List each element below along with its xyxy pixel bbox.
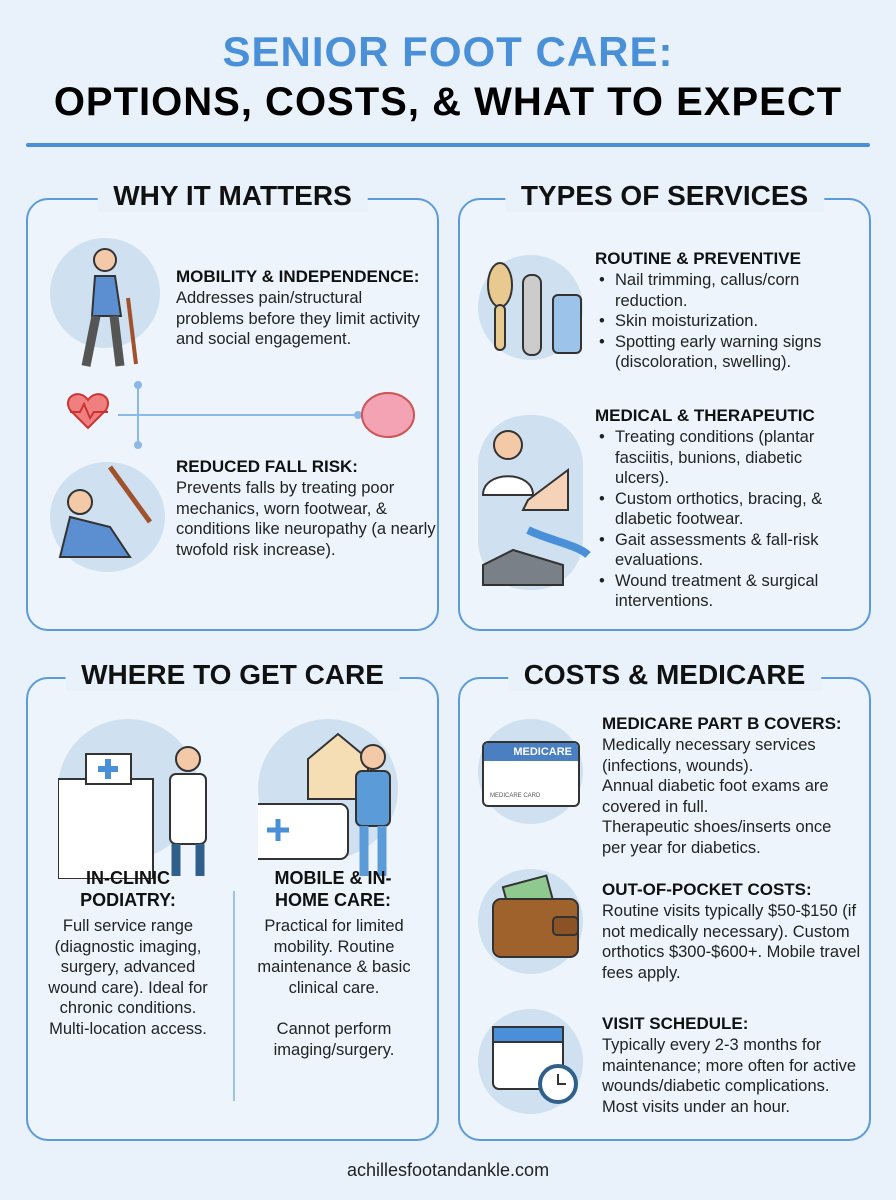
routine-item: Spotting early warning signs (discolorat… [595, 332, 845, 373]
schedule-heading: VISIT SCHEDULE: [602, 1014, 749, 1033]
why-panel: WHY IT MATTERS MOBILITY & INDEPENDENCE: … [26, 180, 439, 631]
routine-heading: ROUTINE & PREVENTIVE [595, 249, 801, 268]
where-panel: WHERE TO GET CARE IN-CLINIC PODIATRY: Fu… [26, 659, 439, 1141]
routine-list: Nail trimming, callus/corn reduction. Sk… [595, 270, 845, 373]
medical-item: Custom orthotics, bracing, & dlabetic fo… [595, 489, 850, 530]
heart-brain-connector [67, 381, 415, 449]
medical-item: Gait assessments & fall-risk evaluations… [595, 530, 850, 571]
routine-item: Skin moisturization. [595, 311, 845, 332]
mobile-note: Cannot perform imaging/surgery. [273, 1020, 395, 1059]
clinic-text: Full service range (diagnostic imaging, … [48, 917, 208, 1038]
medical-item: Wound treatment & surgical interventions… [595, 571, 850, 612]
medicare-line: Therapeutic shoes/inserts once per year … [602, 818, 832, 857]
doctor-foot-shoe-icon [478, 415, 591, 590]
medicare-line: Annual diabetic foot exams are covered i… [602, 777, 829, 816]
mobile-heading: MOBILE & IN-HOME CARE: [274, 868, 392, 910]
falls-text: Prevents falls by treating poor mechanic… [176, 479, 436, 559]
costs-panel: MEDICARE MEDICARE CARD COSTS & MEDICARE … [458, 659, 871, 1141]
mobile-care-icon [247, 719, 398, 876]
falls-heading: REDUCED FALL RISK: [176, 457, 358, 476]
medicare-line: Medically necessary services (infections… [602, 736, 816, 775]
column-divider [233, 891, 235, 1101]
medicare-text: Medically necessary services (infections… [602, 735, 857, 858]
clinic-heading: IN-CLINIC PODIATRY: [80, 868, 176, 910]
schedule-text: Typically every 2-3 months for maintenan… [602, 1036, 857, 1116]
senior-walking-icon [50, 238, 160, 367]
fall-risk-icon [50, 462, 165, 572]
title-divider [26, 143, 870, 147]
calendar-clock-icon [478, 1009, 583, 1114]
types-title: TYPES OF SERVICES [504, 180, 825, 212]
medicare-card-label: MEDICARE [484, 743, 578, 761]
title-line-1: SENIOR FOOT CARE: [222, 28, 674, 75]
title-line-2: OPTIONS, COSTS, & WHAT TO EXPECT [53, 80, 843, 124]
medical-item: Treating conditions (plantar fasciitis, … [595, 427, 850, 489]
oop-heading: OUT-OF-POCKET COSTS: [602, 880, 812, 899]
medicare-heading: MEDICARE PART B COVERS: [602, 714, 842, 733]
clinic-doctor-icon [57, 719, 207, 880]
mobile-text: Practical for limited mobility. Routine … [257, 917, 411, 997]
why-title: WHY IT MATTERS [97, 180, 368, 212]
footer-url[interactable]: achillesfootandankle.com [346, 1160, 550, 1180]
costs-title: COSTS & MEDICARE [507, 659, 822, 691]
grooming-tools-icon [478, 255, 583, 360]
routine-item: Nail trimming, callus/corn reduction. [595, 270, 845, 311]
where-title: WHERE TO GET CARE [65, 659, 400, 691]
mobility-heading: MOBILITY & INDEPENDENCE: [176, 267, 420, 286]
types-panel: TYPES OF SERVICES ROUTINE & PREVENTIVE N… [458, 180, 871, 631]
wallet-icon [478, 869, 583, 974]
medical-list: Treating conditions (plantar fasciitis, … [595, 427, 850, 612]
oop-text: Routine visits typically $50-$150 (if no… [602, 902, 861, 982]
medicare-card: MEDICARE MEDICARE CARD [482, 741, 580, 807]
medical-heading: MEDICAL & THERAPEUTIC [595, 406, 815, 425]
mobility-text: Addresses pain/structural problems befor… [176, 289, 420, 348]
medicare-card-sub: MEDICARE CARD [490, 793, 541, 799]
